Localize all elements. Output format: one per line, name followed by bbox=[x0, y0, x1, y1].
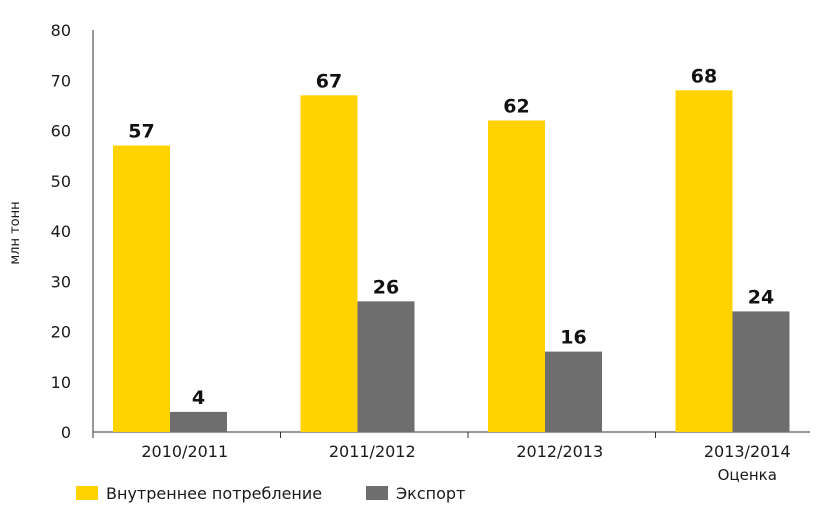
y-axis: 0 10 20 30 40 50 60 70 80 bbox=[51, 21, 94, 442]
y-tick-label: 50 bbox=[51, 172, 71, 191]
category-sublabel: Оценка bbox=[718, 466, 777, 484]
bar-domestic bbox=[113, 145, 170, 432]
legend: Внутреннее потребление Экспорт bbox=[76, 484, 465, 503]
data-label: 62 bbox=[503, 95, 529, 117]
data-label: 26 bbox=[373, 276, 399, 298]
y-tick-label: 30 bbox=[51, 272, 71, 291]
bar-domestic bbox=[675, 90, 733, 433]
bars bbox=[113, 90, 790, 433]
bar-domestic bbox=[488, 120, 545, 432]
y-tick-label: 70 bbox=[51, 71, 71, 90]
y-tick-label: 20 bbox=[51, 323, 71, 342]
category-label: 2013/2014 bbox=[704, 442, 791, 461]
bar-export bbox=[357, 301, 415, 432]
bar-export bbox=[545, 351, 602, 432]
data-labels: 57 4 67 26 62 16 68 24 bbox=[128, 65, 774, 409]
y-tick-label: 0 bbox=[61, 423, 71, 442]
category-label: 2010/2011 bbox=[141, 442, 228, 461]
y-axis-title: млн тонн bbox=[8, 201, 23, 264]
y-tick-label: 10 bbox=[51, 373, 71, 392]
category-label: 2011/2012 bbox=[329, 442, 416, 461]
data-label: 57 bbox=[128, 121, 154, 143]
y-tick-label: 60 bbox=[51, 122, 71, 141]
bar-domestic bbox=[300, 95, 358, 432]
data-label: 24 bbox=[748, 286, 774, 308]
legend-label: Экспорт bbox=[396, 484, 465, 503]
bar-export bbox=[732, 311, 790, 432]
legend-swatch bbox=[366, 486, 388, 500]
legend-label: Внутреннее потребление bbox=[106, 484, 322, 503]
legend-swatch bbox=[76, 486, 98, 500]
data-label: 68 bbox=[691, 65, 717, 87]
data-label: 16 bbox=[560, 327, 586, 349]
bar-export bbox=[170, 411, 227, 432]
category-labels: 2010/2011 2011/2012 2012/2013 2013/2014 Оцен… bbox=[141, 442, 790, 484]
top-cut-fragment bbox=[0, 0, 28, 6]
category-label: 2012/2013 bbox=[516, 442, 603, 461]
y-tick-label: 80 bbox=[51, 21, 71, 40]
data-label: 67 bbox=[316, 70, 342, 92]
y-tick-label: 40 bbox=[51, 222, 71, 241]
y-axis-title-text: млн тонн bbox=[8, 201, 23, 264]
data-label: 4 bbox=[192, 387, 205, 409]
x-axis bbox=[92, 431, 810, 438]
